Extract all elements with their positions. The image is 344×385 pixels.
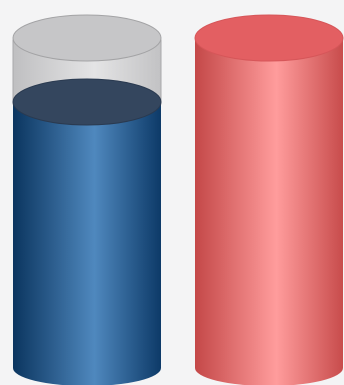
red-cylinder-fill-body (195, 38, 343, 385)
blue-cylinder-top (12, 14, 162, 62)
red-cylinder-top (194, 14, 344, 62)
blue-cylinder-fill-surface (12, 78, 162, 126)
blue-cylinder (12, 14, 162, 385)
blue-cylinder-fill-body (13, 102, 161, 385)
red-cylinder (194, 14, 344, 385)
